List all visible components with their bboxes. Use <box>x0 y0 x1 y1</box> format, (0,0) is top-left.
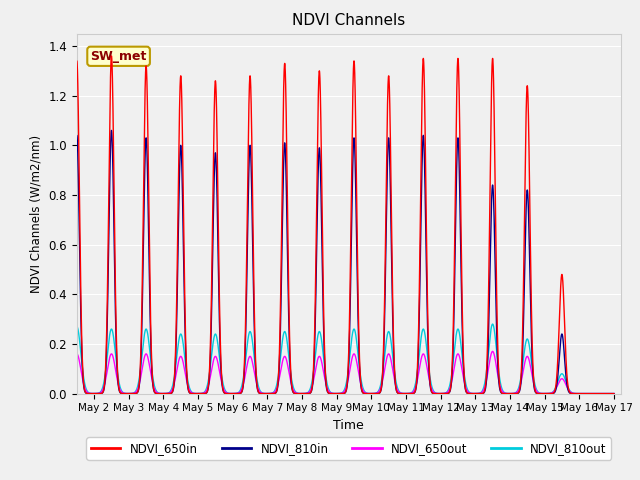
Y-axis label: NDVI Channels (W/m2/nm): NDVI Channels (W/m2/nm) <box>30 134 43 293</box>
Title: NDVI Channels: NDVI Channels <box>292 13 405 28</box>
Text: SW_met: SW_met <box>90 50 147 63</box>
Legend: NDVI_650in, NDVI_810in, NDVI_650out, NDVI_810out: NDVI_650in, NDVI_810in, NDVI_650out, NDV… <box>86 437 611 460</box>
X-axis label: Time: Time <box>333 419 364 432</box>
